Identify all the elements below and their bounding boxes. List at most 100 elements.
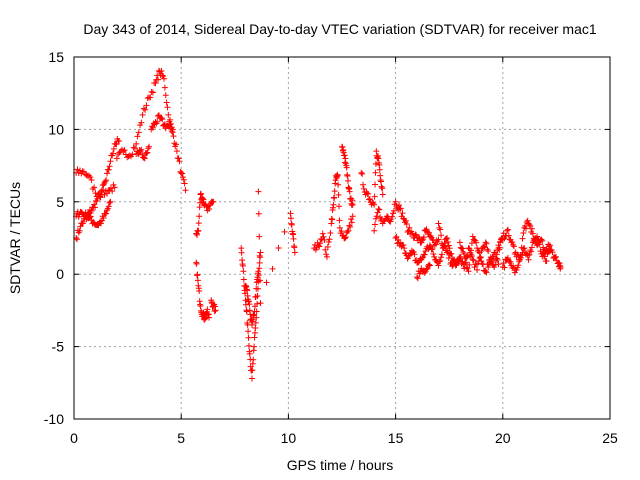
- data-point: [496, 246, 503, 253]
- data-point: [485, 248, 492, 255]
- data-point: [409, 230, 416, 237]
- data-point: [110, 145, 117, 152]
- data-point: [415, 234, 422, 241]
- data-point: [195, 227, 202, 234]
- data-point: [256, 233, 263, 240]
- data-points: [73, 67, 564, 382]
- data-point: [375, 206, 382, 213]
- data-point: [175, 155, 182, 162]
- data-point: [405, 253, 412, 260]
- data-point: [195, 220, 202, 227]
- data-point: [107, 185, 114, 192]
- data-point: [372, 181, 379, 188]
- data-point: [138, 146, 145, 153]
- data-point: [426, 242, 433, 249]
- data-point: [210, 198, 217, 205]
- data-point: [263, 279, 270, 286]
- data-point: [149, 124, 156, 131]
- data-point: [478, 258, 485, 265]
- y-tick-label: 15: [48, 49, 64, 65]
- data-point: [378, 178, 385, 185]
- y-tick-label: 10: [48, 121, 64, 137]
- data-point: [526, 221, 533, 228]
- data-point: [526, 251, 533, 258]
- data-point: [345, 227, 352, 234]
- data-point: [494, 256, 501, 263]
- data-point: [80, 220, 87, 227]
- data-point: [88, 176, 95, 183]
- data-point: [74, 166, 81, 173]
- data-point: [482, 239, 489, 246]
- data-point: [335, 203, 342, 210]
- data-point: [144, 149, 151, 156]
- data-point: [358, 169, 365, 176]
- data-point: [331, 194, 338, 201]
- data-point: [534, 242, 541, 249]
- data-point: [379, 185, 386, 192]
- data-point: [161, 84, 168, 91]
- data-point: [196, 213, 203, 220]
- data-point: [492, 249, 499, 256]
- data-point: [501, 264, 508, 271]
- data-point: [423, 266, 430, 273]
- data-point: [412, 231, 419, 238]
- data-point: [159, 116, 166, 123]
- data-point: [456, 239, 463, 246]
- data-point: [104, 207, 111, 214]
- data-point: [197, 190, 204, 197]
- data-point: [290, 235, 297, 242]
- data-point: [206, 314, 213, 321]
- data-point: [269, 265, 276, 272]
- data-point: [372, 160, 379, 167]
- data-point: [103, 210, 110, 217]
- data-point: [466, 261, 473, 268]
- data-point: [251, 308, 258, 315]
- data-point: [109, 188, 116, 195]
- data-point: [135, 129, 142, 136]
- x-tick-label: 25: [602, 430, 618, 446]
- data-point: [193, 260, 200, 267]
- data-point: [148, 88, 155, 95]
- data-point: [461, 250, 468, 257]
- data-point: [105, 166, 112, 173]
- data-point: [249, 367, 256, 374]
- data-point: [161, 122, 168, 129]
- data-point: [212, 307, 219, 314]
- data-point: [329, 216, 336, 223]
- data-point: [493, 255, 500, 262]
- data-point: [111, 184, 118, 191]
- data-point: [507, 258, 514, 265]
- data-point: [107, 198, 114, 205]
- data-point: [519, 235, 526, 242]
- data-point: [436, 258, 443, 265]
- data-point: [371, 201, 378, 208]
- data-point: [437, 258, 444, 265]
- data-point: [348, 219, 355, 226]
- x-tick-label: 20: [495, 430, 511, 446]
- data-point: [405, 227, 412, 234]
- data-point: [435, 220, 442, 227]
- data-point: [372, 221, 379, 228]
- data-point: [179, 170, 186, 177]
- data-point: [483, 240, 490, 247]
- data-point: [406, 224, 413, 231]
- data-point: [435, 262, 442, 269]
- data-point: [390, 207, 397, 214]
- data-point: [170, 133, 177, 140]
- data-point: [253, 285, 260, 292]
- data-point: [152, 80, 159, 87]
- data-point: [492, 261, 499, 268]
- data-point: [419, 237, 426, 244]
- data-point: [468, 247, 475, 254]
- data-point: [426, 262, 433, 269]
- x-tick-label: 5: [177, 430, 185, 446]
- data-point: [372, 169, 379, 176]
- data-point: [131, 145, 138, 152]
- data-point: [104, 170, 111, 177]
- data-point: [414, 275, 421, 282]
- data-point: [528, 225, 535, 232]
- data-point: [252, 325, 259, 332]
- data-point: [196, 288, 203, 295]
- data-point: [342, 234, 349, 241]
- data-point: [160, 72, 167, 79]
